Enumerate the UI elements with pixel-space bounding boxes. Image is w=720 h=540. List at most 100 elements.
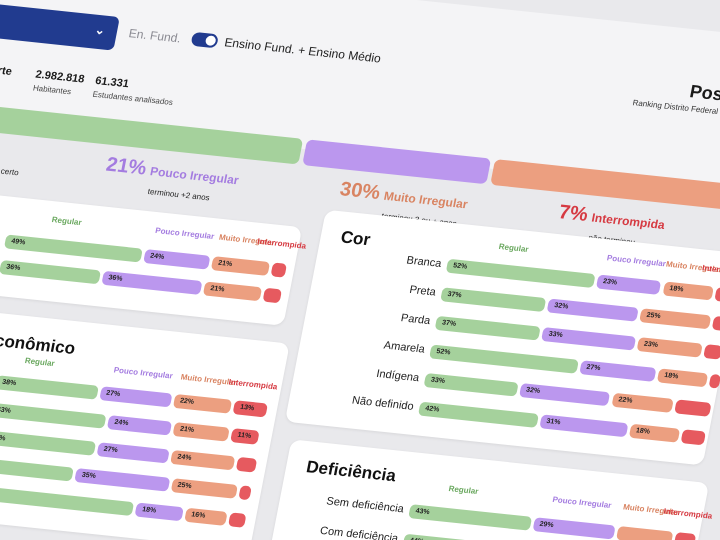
bar-segment-muito-irregular[interactable]: 23% (636, 337, 703, 358)
row-label: Branca (405, 254, 443, 270)
bar-segment-interrompida[interactable] (702, 344, 720, 360)
bar-segment-interrompida[interactable] (674, 399, 712, 417)
bar-segment-muito-irregular[interactable]: 16% (183, 507, 228, 526)
bar-segment-muito-irregular[interactable]: 22% (610, 392, 675, 413)
bar-segment-pouco-irregular[interactable]: 27% (98, 386, 173, 408)
column-header-regular: Regular (447, 484, 480, 497)
bar-segment-interrompida[interactable] (673, 532, 697, 540)
bar-segment-pouco-irregular[interactable]: 31% (539, 414, 629, 438)
overall-name: Muito Irregular (382, 188, 469, 212)
bar-segment-regular[interactable]: 37% (434, 315, 542, 341)
bar-segment-regular[interactable]: 41% (0, 430, 96, 456)
column-header-regular: Regular (498, 242, 530, 254)
bar-segment-interrompida[interactable] (262, 287, 283, 304)
bar-segment-pouco-irregular[interactable]: 24% (107, 415, 173, 436)
card-title: Nível Socioeconômico (0, 320, 77, 359)
bar-segment-regular[interactable]: 33% (423, 373, 519, 397)
bar-segment-muito-irregular[interactable]: 25% (639, 308, 711, 330)
bar-segment-muito-irregular[interactable]: 18% (656, 368, 709, 388)
bar-segment-muito-irregular[interactable]: 25% (170, 478, 239, 499)
bar-segment-interrompida[interactable] (711, 315, 720, 332)
bar-segment-muito-irregular[interactable]: 24% (170, 449, 236, 471)
row-label: Feminino (0, 223, 1, 246)
overall-desc: u no tempo certo (0, 162, 20, 178)
bar-segment-regular[interactable]: 35% (0, 458, 75, 482)
column-header-regular: Regular (51, 215, 83, 228)
bar-segment-interrompida[interactable] (680, 429, 707, 446)
bar-segment-muito-irregular[interactable]: 18% (628, 423, 681, 443)
bar-segment-regular[interactable]: 52% (429, 344, 579, 374)
bar-segment-pouco-irregular[interactable]: 27% (579, 360, 657, 382)
bar-segment-interrompida[interactable] (270, 262, 288, 278)
column-header-pouco-irregular: Pouco Irregular (112, 365, 174, 381)
column-header-pouco-irregular: Pouco Irregular (606, 253, 667, 269)
column-header-pouco-irregular: Pouco Irregular (154, 226, 216, 242)
bar-segment-interrompida[interactable]: 11% (230, 428, 260, 445)
bar-segment-interrompida[interactable] (708, 373, 720, 389)
toggle-knob (204, 35, 217, 47)
bar-segment-regular[interactable]: 37% (440, 287, 547, 313)
stat-label: Habitantes (32, 83, 72, 97)
bar-segment-pouco-irregular[interactable]: 18% (134, 502, 184, 522)
ranking-block: Posição 1 Ranking Distrito Federal (1 mu… (600, 72, 720, 121)
bar-segment-pouco-irregular[interactable]: 23% (595, 274, 662, 295)
bar-segment-pouco-irregular[interactable]: 36% (100, 270, 203, 295)
bar-segment-pouco-irregular[interactable]: 29% (532, 517, 616, 540)
column-header-pouco-irregular: Pouco Irregular (551, 495, 613, 511)
bar-segment-muito-irregular[interactable]: 22% (172, 393, 233, 414)
bar-segment-interrompida[interactable] (227, 512, 247, 528)
bar-segment-regular[interactable]: 43% (0, 402, 107, 429)
stat-habitantes: 2.982.818 Habitantes (32, 69, 85, 98)
stat-label: da cidade (0, 76, 10, 89)
bar-segment-muito-irregular[interactable]: 21% (172, 422, 230, 442)
bar-segment-regular[interactable]: 52% (445, 258, 596, 288)
row-label: Parda (399, 312, 432, 328)
column-header-interrompida: Interrompida (662, 506, 714, 521)
overall-desc: terminou +2 anos (147, 187, 211, 203)
bar-segment-interrompida[interactable] (713, 286, 720, 303)
overall-pct: 21% (104, 153, 149, 180)
stat-value: 2.982.818 (34, 68, 86, 86)
overall-pct: 30% (338, 178, 383, 205)
bar-segment-regular[interactable]: 42% (417, 401, 539, 428)
stat-value: de Porte (0, 62, 13, 78)
bar-segment-pouco-irregular[interactable]: 27% (96, 442, 170, 464)
bar-segment-pouco-irregular[interactable]: 32% (518, 383, 611, 407)
bar-segment-pouco-irregular[interactable]: 33% (541, 327, 637, 351)
bar-segment-pouco-irregular[interactable]: 32% (546, 298, 639, 322)
overall-name: Pouco Irregular (148, 164, 240, 188)
column-header-interrompida: Interrompida (227, 377, 279, 392)
overall-name: Interrompida (590, 210, 667, 233)
bar-segment-interrompida[interactable]: 13% (232, 400, 268, 418)
bar-segment-interrompida[interactable] (235, 456, 258, 473)
card-title: Deficiência (304, 457, 398, 486)
bar-segment-muito-irregular[interactable]: 18% (662, 281, 714, 301)
bar-segment-regular[interactable]: 36% (0, 260, 101, 285)
bar-segment-regular[interactable]: 44% (402, 533, 530, 540)
bar-segment-regular[interactable]: 59% (0, 485, 135, 517)
level-toggle[interactable] (190, 31, 219, 49)
bar-segment-muito-irregular[interactable]: 21% (210, 256, 271, 276)
card-cor: Cor Regular Pouco Irregular Muito Irregula… (284, 209, 720, 466)
bar-segment-pouco-irregular[interactable]: 35% (74, 468, 170, 492)
location-select[interactable]: F ⌄ (0, 1, 120, 51)
column-header-interrompida: Interrompida (701, 263, 720, 278)
row-label: Amarela (382, 339, 426, 356)
toggle-label-fundamental[interactable]: En. Fund. (127, 26, 183, 46)
bar-segment-muito-irregular[interactable] (615, 525, 674, 540)
bar-segment-regular[interactable]: 43% (408, 504, 532, 531)
chevron-down-icon[interactable]: ⌄ (93, 22, 107, 38)
bar-segment-muito-irregular[interactable]: 21% (202, 281, 263, 302)
column-header-interrompida: Interrompida (256, 236, 307, 251)
bar-segment-regular[interactable]: 49% (3, 234, 143, 263)
toggle-label-medio[interactable]: Ensino Fund. + Ensino Médio (223, 35, 383, 66)
row-label: Indígena (375, 367, 421, 385)
bar-segment-regular[interactable]: 38% (0, 375, 99, 400)
bar-segment-pouco-irregular[interactable]: 24% (142, 249, 211, 270)
stat-porte: de Porte da cidade (0, 62, 13, 90)
overall-pct: 7% (556, 201, 590, 226)
bar-segment-interrompida[interactable] (238, 485, 252, 501)
